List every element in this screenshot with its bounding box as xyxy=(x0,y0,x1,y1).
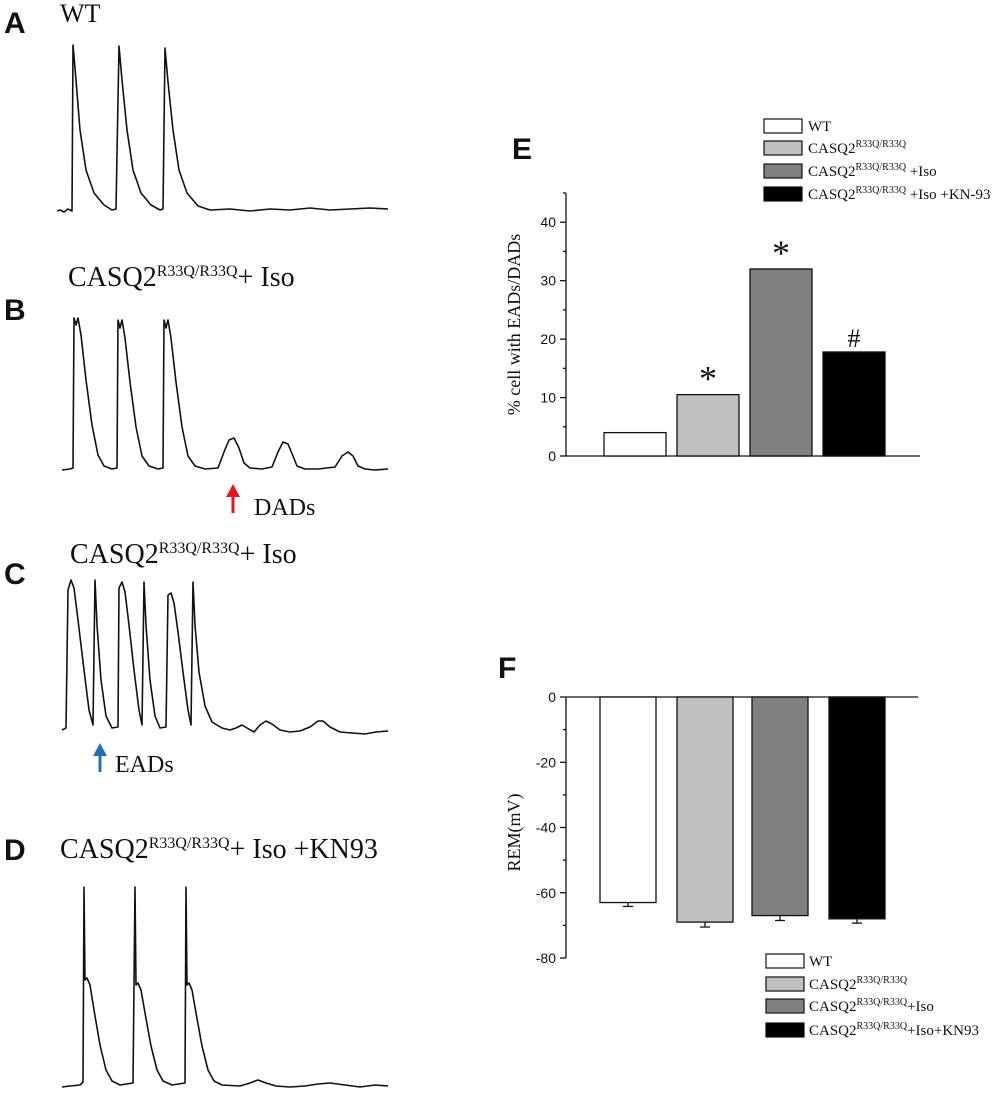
e-legend-label-main: CASQ2 xyxy=(808,164,856,180)
f-bar xyxy=(599,696,657,904)
f-bar xyxy=(751,696,809,917)
f-bar xyxy=(676,696,734,923)
e-bar-annotation: * xyxy=(699,359,717,399)
e-legend-swatch xyxy=(763,163,803,179)
panel-b-title-sup: R33Q/R33Q xyxy=(157,263,238,280)
e-legend-swatch xyxy=(763,140,803,156)
e-legend-label: CASQ2R33Q/R33Q +Iso xyxy=(808,162,937,180)
f-legend-label: CASQ2R33Q/R33Q xyxy=(809,975,908,993)
f-legend-swatch xyxy=(765,976,805,992)
trace-a xyxy=(56,44,389,213)
e-legend-label: CASQ2R33Q/R33Q xyxy=(808,139,907,157)
f-legend-label: CASQ2R33Q/R33Q+Iso xyxy=(809,997,934,1015)
eads-arrow xyxy=(93,743,107,772)
e-legend-label: CASQ2R33Q/R33Q +Iso +KN-93 xyxy=(808,185,991,203)
e-bar xyxy=(749,268,813,457)
panel-a-title: WT xyxy=(60,0,101,28)
e-legend-label-main: CASQ2 xyxy=(808,187,856,203)
e-y-tick-label: 0 xyxy=(548,448,556,464)
trace-c xyxy=(61,579,389,735)
e-legend-label-tail: +Iso +KN-93 xyxy=(906,187,990,203)
panel-letter-d: D xyxy=(4,834,26,867)
e-bar xyxy=(822,351,886,457)
chart-e: 0 10 20 30 40 % cell with EADs/DADs * * # WT CASQ2… xyxy=(504,118,991,464)
panel-c-title: CASQ2R33Q/R33Q+ Iso xyxy=(70,539,297,570)
trace-d xyxy=(61,886,389,1088)
panel-letter-b: B xyxy=(4,294,26,327)
eads-arrow-head xyxy=(93,743,107,756)
f-legend-label-main: WT xyxy=(809,954,832,970)
panel-letter-e: E xyxy=(512,133,532,166)
f-legend-swatch xyxy=(765,998,805,1014)
e-y-axis-label: % cell with EADs/DADs xyxy=(504,234,524,415)
e-legend-label-sup: R33Q/R33Q xyxy=(856,162,907,173)
f-legend-swatch xyxy=(765,1022,805,1038)
e-y-tick-label: 30 xyxy=(540,273,556,289)
f-legend-swatch xyxy=(765,953,805,969)
f-y-tick-label: 0 xyxy=(548,689,556,705)
panel-d-title-tail: + Iso +KN93 xyxy=(230,834,378,865)
e-bar xyxy=(603,431,667,457)
panel-d-title-main: CASQ2 xyxy=(60,834,149,865)
e-y-tick-label: 40 xyxy=(540,214,556,230)
f-y-tick-label: -40 xyxy=(536,820,556,836)
dads-arrow-head xyxy=(226,484,240,497)
f-legend-label-tail: +Iso xyxy=(907,999,934,1015)
e-legend-label: WT xyxy=(808,119,831,135)
e-bar xyxy=(676,393,740,457)
dads-label: DADs xyxy=(254,495,315,521)
f-y-axis-label: REM(mV) xyxy=(504,794,525,872)
eads-label: EADs xyxy=(115,752,174,778)
f-legend-label-main: CASQ2 xyxy=(809,977,857,993)
e-legend-label-sup: R33Q/R33Q xyxy=(856,185,907,196)
panel-letter-a: A xyxy=(4,7,26,40)
e-y-tick-label: 10 xyxy=(540,390,556,406)
panel-c-title-main: CASQ2 xyxy=(70,539,159,570)
f-legend-label: WT xyxy=(809,954,832,970)
e-bar-annotation: # xyxy=(848,324,861,353)
e-legend-swatch xyxy=(763,118,803,134)
panel-b-title-tail: + Iso xyxy=(238,262,295,293)
e-legend-label-main: CASQ2 xyxy=(808,141,856,157)
panel-c-title-sup: R33Q/R33Q xyxy=(159,540,240,557)
e-legend-label-main: WT xyxy=(808,119,831,135)
panel-c-title-tail: + Iso xyxy=(240,539,297,570)
f-legend-label: CASQ2R33Q/R33Q+Iso+KN93 xyxy=(809,1021,979,1039)
e-legend-label-sup: R33Q/R33Q xyxy=(856,139,907,150)
panel-d-title: CASQ2R33Q/R33Q+ Iso +KN93 xyxy=(60,834,378,865)
panel-letter-c: C xyxy=(4,558,26,591)
panel-d-title-sup: R33Q/R33Q xyxy=(149,835,230,852)
dads-arrow xyxy=(226,484,240,513)
f-legend-label-sup: R33Q/R33Q xyxy=(857,997,908,1008)
e-bar-annotation: * xyxy=(772,233,790,273)
f-legend-label-main: CASQ2 xyxy=(809,1023,857,1039)
panel-letter-f: F xyxy=(498,652,516,685)
e-legend-label-tail: +Iso xyxy=(906,164,937,180)
f-y-tick-label: -20 xyxy=(536,754,556,770)
f-bar xyxy=(828,696,886,920)
f-y-tick-label: -80 xyxy=(536,950,556,966)
f-legend-label-sup: R33Q/R33Q xyxy=(857,1021,908,1032)
f-legend-label-main: CASQ2 xyxy=(809,999,857,1015)
f-y-tick-label: -60 xyxy=(536,885,556,901)
e-legend-swatch xyxy=(763,186,803,202)
trace-b xyxy=(61,317,389,471)
panel-b-title-main: CASQ2 xyxy=(68,262,157,293)
f-legend-label-tail: +Iso+KN93 xyxy=(907,1023,979,1039)
e-y-tick-label: 20 xyxy=(540,331,556,347)
panel-b-title: CASQ2R33Q/R33Q+ Iso xyxy=(68,262,295,293)
chart-f: 0-20-40-60-80REM(mV)WTCASQ2R33Q/R33QCASQ… xyxy=(504,689,979,1039)
f-legend-label-sup: R33Q/R33Q xyxy=(857,975,908,986)
